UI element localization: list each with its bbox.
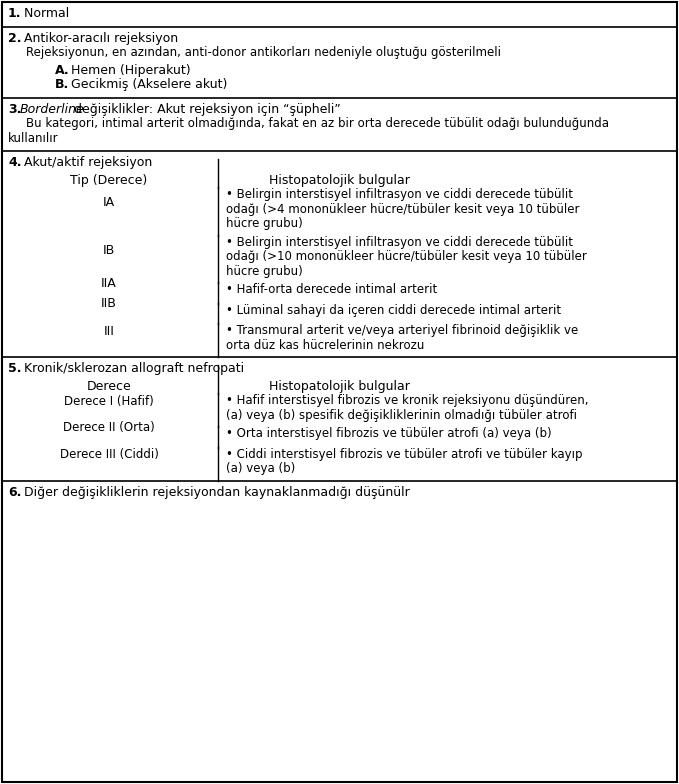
Text: kullanılır: kullanılır — [8, 132, 58, 144]
Text: Gecikmiş (Akselere akut): Gecikmiş (Akselere akut) — [67, 78, 227, 91]
Text: 6.: 6. — [8, 485, 21, 499]
Text: • Transmural arterit ve/veya arteriyel fibrinoid değişiklik ve: • Transmural arterit ve/veya arteriyel f… — [226, 324, 579, 337]
Text: • Orta interstisyel fibrozis ve tübüler atrofi (a) veya (b): • Orta interstisyel fibrozis ve tübüler … — [226, 427, 551, 440]
Text: Antikor-aracılı rejeksiyon: Antikor-aracılı rejeksiyon — [20, 31, 178, 45]
Text: IIB: IIB — [101, 297, 117, 310]
Text: Histopatolojik bulgular: Histopatolojik bulgular — [269, 379, 409, 393]
Text: Derece III (Ciddi): Derece III (Ciddi) — [60, 448, 158, 461]
Text: Borderline: Borderline — [20, 103, 85, 115]
Text: orta düz kas hücrelerinin nekrozu: orta düz kas hücrelerinin nekrozu — [226, 339, 424, 351]
Text: • Belirgin interstisyel infiltrasyon ve ciddi derecede tübülit: • Belirgin interstisyel infiltrasyon ve … — [226, 235, 573, 249]
Text: odağı (>4 mononükleer hücre/tübüler kesit veya 10 tübüler: odağı (>4 mononükleer hücre/tübüler kesi… — [226, 202, 579, 216]
Text: Derece: Derece — [87, 379, 131, 393]
Text: Diğer değişikliklerin rejeksiyondan kaynaklanmadığı düşünülr: Diğer değişikliklerin rejeksiyondan kayn… — [20, 485, 409, 499]
Text: • Belirgin interstisyel infiltrasyon ve ciddi derecede tübülit: • Belirgin interstisyel infiltrasyon ve … — [226, 188, 573, 201]
Text: değişiklikler: Akut rejeksiyon için “şüpheli”: değişiklikler: Akut rejeksiyon için “şüp… — [70, 103, 341, 115]
Text: (a) veya (b): (a) veya (b) — [226, 462, 295, 475]
Text: Kronik/sklerozan allograft nefropati: Kronik/sklerozan allograft nefropati — [20, 362, 244, 375]
Text: Bu kategori, intimal arterit olmadığında, fakat en az bir orta derecede tübülit : Bu kategori, intimal arterit olmadığında… — [26, 117, 609, 130]
Text: (a) veya (b) spesifik değişikliklerinin olmadığı tübüler atrofi: (a) veya (b) spesifik değişikliklerinin … — [226, 408, 577, 422]
Text: A.: A. — [55, 64, 70, 77]
Text: IB: IB — [103, 244, 115, 256]
Text: 1.: 1. — [8, 7, 22, 20]
Text: IA: IA — [103, 196, 115, 209]
Text: Rejeksiyonun, en azından, anti-donor antikorları nedeniyle oluştuğu gösterilmeli: Rejeksiyonun, en azından, anti-donor ant… — [26, 46, 501, 59]
Text: Tip (Derece): Tip (Derece) — [71, 173, 147, 187]
Text: • Hafif-orta derecede intimal arterit: • Hafif-orta derecede intimal arterit — [226, 283, 437, 296]
Text: 3.: 3. — [8, 103, 21, 115]
Text: • Hafif interstisyel fibrozis ve kronik rejeksiyonu düşündüren,: • Hafif interstisyel fibrozis ve kronik … — [226, 394, 589, 407]
Text: hücre grubu): hücre grubu) — [226, 264, 303, 278]
Text: • Ciddi interstisyel fibrozis ve tübüler atrofi ve tübüler kayıp: • Ciddi interstisyel fibrozis ve tübüler… — [226, 448, 583, 460]
Text: 4.: 4. — [8, 156, 22, 169]
Text: B.: B. — [55, 78, 69, 91]
Text: odağı (>10 mononükleer hücre/tübüler kesit veya 10 tübüler: odağı (>10 mononükleer hücre/tübüler kes… — [226, 250, 587, 263]
Text: III: III — [104, 325, 115, 338]
Text: hücre grubu): hücre grubu) — [226, 217, 303, 230]
Text: • Lüminal sahayi da içeren ciddi derecede intimal arterit: • Lüminal sahayi da içeren ciddi dereced… — [226, 303, 561, 317]
Text: Derece I (Hafif): Derece I (Hafif) — [64, 395, 154, 408]
Text: Derece II (Orta): Derece II (Orta) — [63, 420, 155, 434]
Text: Akut/aktif rejeksiyon: Akut/aktif rejeksiyon — [20, 156, 152, 169]
Text: Hemen (Hiperakut): Hemen (Hiperakut) — [67, 64, 191, 77]
Text: 5.: 5. — [8, 362, 22, 375]
Text: IIA: IIA — [101, 277, 117, 289]
Text: Normal: Normal — [20, 7, 69, 20]
Text: Histopatolojik bulgular: Histopatolojik bulgular — [269, 173, 409, 187]
Text: 2.: 2. — [8, 31, 22, 45]
